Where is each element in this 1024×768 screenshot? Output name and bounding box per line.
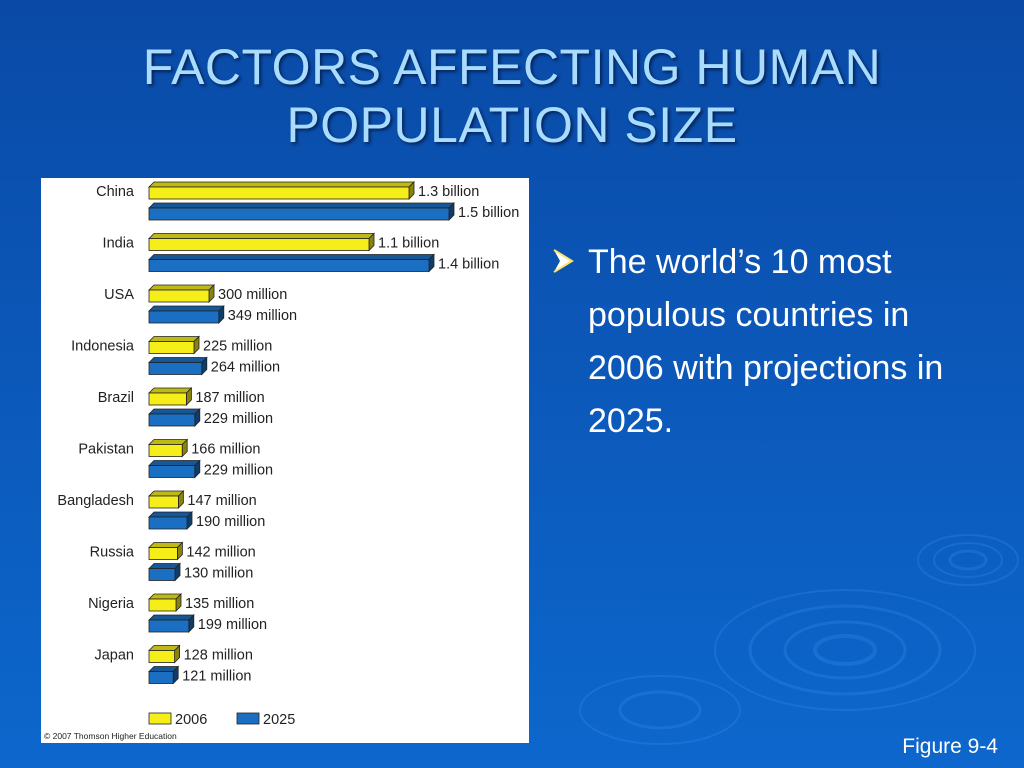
title-line-2: POPULATION SIZE xyxy=(286,97,738,153)
bar-indonesia-2025-top xyxy=(148,357,208,363)
bar-pakistan-2006 xyxy=(148,444,183,457)
bar-nigeria-2025-top xyxy=(148,614,195,621)
category-label-bangladesh: Bangladesh xyxy=(57,493,134,509)
value-label-usa-2025: 349 million xyxy=(228,308,297,324)
value-label-pakistan-2006: 166 million xyxy=(191,442,260,458)
bar-india-2006 xyxy=(148,238,370,251)
value-label-russia-2025: 130 million xyxy=(184,566,253,582)
category-label-china: China xyxy=(96,184,135,200)
slide-title: FACTORS AFFECTING HUMAN POPULATION SIZE xyxy=(40,38,984,154)
bar-indonesia-2006 xyxy=(148,341,195,354)
bar-brazil-2006-top xyxy=(148,387,193,394)
bar-china-2006-top xyxy=(148,181,415,188)
bar-china-2025-top xyxy=(148,202,455,209)
bar-bangladesh-2025 xyxy=(148,516,188,530)
value-label-usa-2006: 300 million xyxy=(218,287,287,303)
category-label-india: India xyxy=(103,236,135,252)
value-label-bangladesh-2025: 190 million xyxy=(196,514,265,530)
population-figure: China 1.3 billion 1.5 billion India 1.1 bill… xyxy=(41,178,529,743)
figure-caption: Figure 9-4 xyxy=(902,735,998,758)
bar-nigeria-2025 xyxy=(148,619,190,633)
bar-usa-2006-top xyxy=(148,284,215,291)
bar-usa-2025 xyxy=(148,310,220,324)
copyright-text: © 2007 Thomson Higher Education xyxy=(44,731,177,741)
legend-swatch-2025 xyxy=(236,712,260,725)
category-label-russia: Russia xyxy=(90,545,135,561)
title-line-1: FACTORS AFFECTING HUMAN xyxy=(142,39,882,95)
value-label-brazil-2025: 229 million xyxy=(204,411,273,427)
bar-russia-2006 xyxy=(148,547,178,560)
bar-indonesia-2006-top xyxy=(148,336,200,342)
bar-bangladesh-2025-top xyxy=(148,511,193,518)
bar-brazil-2025-top xyxy=(148,408,201,415)
category-label-japan: Japan xyxy=(94,648,134,664)
bar-nigeria-2006 xyxy=(148,598,177,612)
bar-japan-2006 xyxy=(148,650,176,663)
bar-china-2025 xyxy=(148,207,450,221)
bar-indonesia-2025 xyxy=(148,362,203,375)
bar-usa-2006 xyxy=(148,289,210,303)
bar-brazil-2025 xyxy=(148,413,196,427)
value-label-china-2025: 1.5 billion xyxy=(458,205,519,221)
bar-india-2025-top xyxy=(148,254,435,260)
category-label-pakistan: Pakistan xyxy=(78,442,134,458)
legend-label-2025: 2025 xyxy=(263,712,295,728)
value-label-nigeria-2006: 135 million xyxy=(185,596,254,612)
value-label-pakistan-2025: 229 million xyxy=(204,463,273,479)
category-label-usa: USA xyxy=(104,287,134,303)
value-label-japan-2025: 121 million xyxy=(182,669,251,685)
bar-india-2025 xyxy=(148,259,430,272)
value-label-bangladesh-2006: 147 million xyxy=(187,493,256,509)
bar-japan-2025 xyxy=(148,671,174,684)
bar-pakistan-2025-top xyxy=(148,460,201,466)
category-label-nigeria: Nigeria xyxy=(88,596,135,612)
category-label-indonesia: Indonesia xyxy=(71,339,135,355)
population-bar-chart: China 1.3 billion 1.5 billion India 1.1 bill… xyxy=(44,181,519,741)
value-label-russia-2006: 142 million xyxy=(186,545,255,561)
bar-russia-2025 xyxy=(148,568,176,581)
bar-india-2006-top xyxy=(148,233,375,239)
value-label-china-2006: 1.3 billion xyxy=(418,184,479,200)
legend-swatch-2006 xyxy=(148,712,172,725)
arrow-bullet-icon xyxy=(553,249,574,273)
value-label-brazil-2006: 187 million xyxy=(195,390,264,406)
bar-pakistan-2025 xyxy=(148,465,196,478)
bar-brazil-2006 xyxy=(148,392,187,406)
bullet-text: The world’s 10 most populous countries i… xyxy=(588,243,944,440)
value-label-indonesia-2006: 225 million xyxy=(203,339,272,355)
bar-bangladesh-2006 xyxy=(148,495,179,509)
bar-russia-2006-top xyxy=(148,542,184,548)
value-label-indonesia-2025: 264 million xyxy=(211,360,280,376)
category-label-brazil: Brazil xyxy=(98,390,134,406)
bar-pakistan-2006-top xyxy=(148,439,189,445)
value-label-nigeria-2025: 199 million xyxy=(198,617,267,633)
bar-bangladesh-2006-top xyxy=(148,490,185,497)
value-label-japan-2006: 128 million xyxy=(184,648,253,664)
legend-label-2006: 2006 xyxy=(175,712,207,728)
bar-china-2006 xyxy=(148,186,410,200)
value-label-india-2006: 1.1 billion xyxy=(378,236,439,252)
bar-usa-2025-top xyxy=(148,305,225,312)
value-label-india-2025: 1.4 billion xyxy=(438,257,499,273)
